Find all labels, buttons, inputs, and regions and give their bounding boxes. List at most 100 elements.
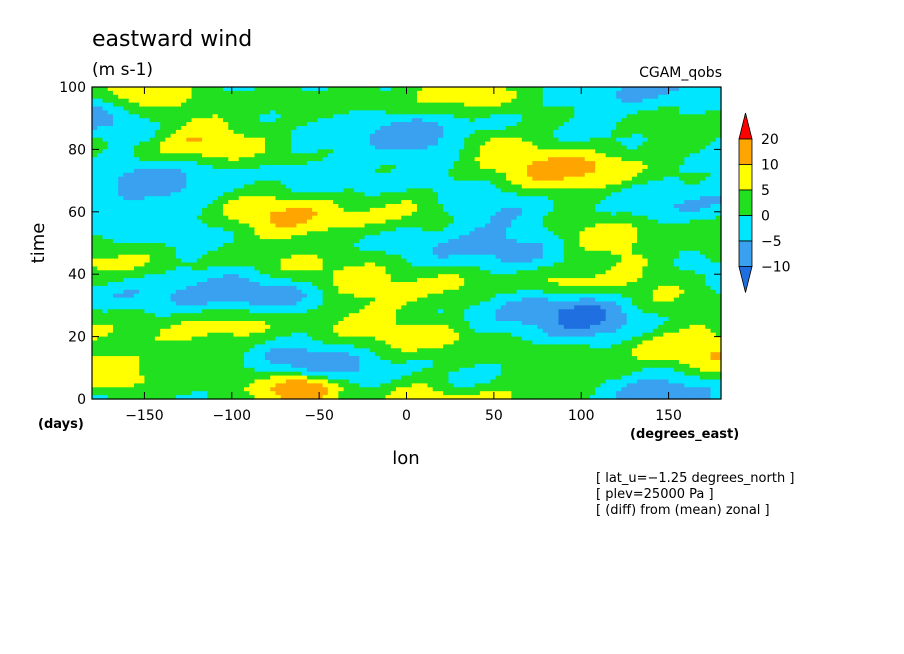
heatmap-cell bbox=[589, 98, 596, 104]
heatmap-cell bbox=[553, 153, 560, 158]
heatmap-cell bbox=[191, 180, 198, 186]
heatmap-cell bbox=[574, 106, 581, 111]
heatmap-cell bbox=[165, 165, 172, 170]
heatmap-cell bbox=[312, 133, 318, 139]
heatmap-cell bbox=[453, 98, 460, 104]
heatmap-cell bbox=[710, 90, 717, 96]
heatmap-cell bbox=[506, 168, 512, 174]
heatmap-cell bbox=[443, 145, 450, 150]
heatmap-cell bbox=[207, 98, 214, 104]
heatmap-cell bbox=[689, 149, 696, 154]
heatmap-cell bbox=[595, 231, 602, 236]
heatmap-cell bbox=[396, 172, 402, 178]
heatmap-cell bbox=[548, 207, 554, 213]
heatmap-cell bbox=[238, 94, 245, 100]
heatmap-cell bbox=[385, 239, 392, 244]
heatmap-cell bbox=[154, 87, 161, 92]
heatmap-cell bbox=[217, 180, 224, 186]
heatmap-cell bbox=[291, 106, 298, 111]
heatmap-cell bbox=[542, 215, 549, 221]
heatmap-cell bbox=[160, 207, 166, 213]
heatmap-cell bbox=[448, 180, 455, 186]
heatmap-cell bbox=[133, 110, 140, 115]
heatmap-cell bbox=[605, 223, 612, 228]
heatmap-cell bbox=[322, 145, 329, 150]
heatmap-cell bbox=[626, 239, 633, 244]
heatmap-cell bbox=[97, 235, 104, 240]
heatmap-cell bbox=[123, 180, 130, 186]
heatmap-cell bbox=[181, 126, 187, 131]
heatmap-cell bbox=[275, 122, 282, 127]
heatmap-cell bbox=[291, 180, 298, 186]
heatmap-cell bbox=[102, 200, 109, 205]
heatmap-cell bbox=[249, 87, 256, 92]
heatmap-cell bbox=[694, 141, 701, 147]
heatmap-cell bbox=[285, 227, 292, 232]
heatmap-cell bbox=[416, 192, 423, 197]
heatmap-cell bbox=[443, 94, 450, 100]
heatmap-cell bbox=[464, 239, 470, 244]
heatmap-cell bbox=[416, 118, 423, 123]
heatmap-cell bbox=[396, 126, 402, 131]
heatmap-cell bbox=[175, 137, 182, 143]
heatmap-cell bbox=[149, 133, 156, 139]
heatmap-cell bbox=[369, 118, 376, 123]
heatmap-cell bbox=[165, 94, 172, 100]
heatmap-cell bbox=[516, 87, 523, 92]
heatmap-cell bbox=[244, 227, 250, 232]
heatmap-cell bbox=[175, 141, 182, 147]
heatmap-cell bbox=[285, 145, 292, 150]
heatmap-cell bbox=[705, 196, 712, 201]
heatmap-cell bbox=[605, 153, 612, 158]
heatmap-cell bbox=[474, 137, 481, 143]
heatmap-cell bbox=[118, 122, 125, 127]
heatmap-cell bbox=[616, 153, 623, 158]
heatmap-cell bbox=[112, 207, 119, 213]
heatmap-cell bbox=[416, 239, 423, 244]
heatmap-cell bbox=[375, 149, 381, 154]
heatmap-cell bbox=[490, 196, 497, 201]
heatmap-cell bbox=[223, 200, 229, 205]
heatmap-cell bbox=[548, 106, 554, 111]
heatmap-cell bbox=[196, 141, 203, 147]
heatmap-cell bbox=[642, 235, 649, 240]
heatmap-cell bbox=[715, 106, 722, 111]
heatmap-cell bbox=[285, 126, 292, 131]
heatmap-cell bbox=[181, 145, 187, 150]
heatmap-cell bbox=[401, 219, 408, 225]
heatmap-cell bbox=[479, 192, 486, 197]
heatmap-cell bbox=[375, 106, 381, 111]
heatmap-cell bbox=[296, 141, 303, 147]
heatmap-cell bbox=[658, 235, 664, 240]
heatmap-cell bbox=[485, 168, 491, 174]
heatmap-cell bbox=[527, 106, 533, 111]
heatmap-cell bbox=[715, 188, 722, 193]
heatmap-cell bbox=[107, 239, 114, 244]
heatmap-cell bbox=[285, 94, 292, 100]
heatmap-cell bbox=[479, 215, 486, 221]
heatmap-cell bbox=[694, 239, 701, 244]
heatmap-cell bbox=[207, 231, 214, 236]
heatmap-cell bbox=[191, 157, 198, 162]
heatmap-cell bbox=[102, 211, 109, 217]
heatmap-cell bbox=[354, 239, 360, 244]
heatmap-cell bbox=[506, 118, 512, 123]
heatmap-cell bbox=[511, 231, 518, 236]
heatmap-cell bbox=[715, 239, 722, 244]
heatmap-cell bbox=[663, 126, 670, 131]
heatmap-cell bbox=[233, 149, 240, 154]
heatmap-cell bbox=[448, 204, 455, 209]
heatmap-cell bbox=[202, 90, 208, 96]
heatmap-cell bbox=[306, 118, 313, 123]
heatmap-cell bbox=[306, 196, 313, 201]
heatmap-cell bbox=[663, 137, 670, 143]
heatmap-cell bbox=[202, 141, 208, 147]
heatmap-cell bbox=[485, 227, 491, 232]
heatmap-cell bbox=[647, 87, 654, 92]
heatmap-cell bbox=[500, 114, 507, 119]
heatmap-cell bbox=[563, 200, 570, 205]
heatmap-cell bbox=[589, 231, 596, 236]
heatmap-cell bbox=[333, 94, 339, 100]
heatmap-cell bbox=[537, 204, 544, 209]
heatmap-cell bbox=[254, 227, 261, 232]
